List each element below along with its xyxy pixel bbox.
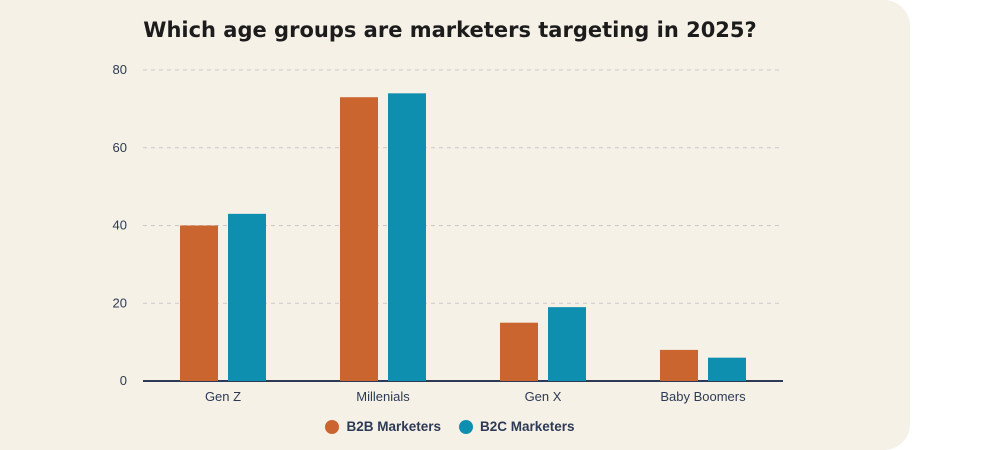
y-tick-label: 80 bbox=[113, 62, 127, 77]
bar-b2c-millenials bbox=[388, 93, 426, 381]
x-tick-label: Baby Boomers bbox=[660, 389, 746, 404]
bar-chart: 0 20 40 60 80 Gen Z Millenials Gen X Baby Boomer… bbox=[113, 62, 783, 404]
legend-item-b2c: B2C Marketers bbox=[459, 419, 575, 434]
x-tick-label: Gen X bbox=[525, 389, 562, 404]
bar-b2b-baby-boomers bbox=[660, 349, 698, 381]
y-tick-label: 20 bbox=[113, 295, 127, 310]
legend-label-b2b: B2B Marketers bbox=[346, 419, 441, 434]
y-tick-label: 40 bbox=[113, 218, 127, 233]
legend-swatch-b2c bbox=[459, 419, 473, 434]
bar-b2c-gen-z bbox=[228, 213, 266, 381]
legend-item-b2b: B2B Marketers bbox=[325, 419, 441, 434]
bar-b2c-gen-x bbox=[548, 307, 586, 381]
bar-b2b-millenials bbox=[340, 97, 378, 382]
y-tick-label: 0 bbox=[120, 373, 127, 388]
legend-label-b2c: B2C Marketers bbox=[480, 419, 575, 434]
chart-title: Which age groups are marketers targeting… bbox=[143, 18, 757, 42]
x-tick-label: Millenials bbox=[356, 389, 410, 404]
chart-legend: B2B Marketers B2C Marketers bbox=[0, 419, 900, 434]
x-tick-label: Gen Z bbox=[205, 389, 241, 404]
bar-b2b-gen-z bbox=[180, 225, 218, 381]
bar-b2c-baby-boomers bbox=[708, 357, 746, 381]
y-tick-label: 60 bbox=[113, 140, 127, 155]
legend-swatch-b2b bbox=[325, 419, 340, 434]
bar-b2b-gen-x bbox=[500, 322, 538, 381]
